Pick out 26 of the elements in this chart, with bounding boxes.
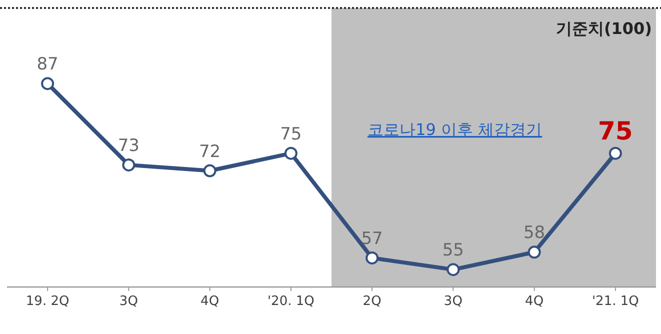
ref-line-label: 기준치(100) (556, 19, 652, 38)
data-label: 75 (280, 124, 302, 144)
x-tick-label: '20. 1Q (267, 294, 314, 309)
point (446, 263, 460, 276)
x-tick-label: 19. 2Q (26, 294, 70, 309)
x-tick-label: 2Q (362, 294, 382, 309)
data-label: 55 (442, 240, 464, 261)
x-tick-label: 4Q (200, 294, 220, 309)
x-tick-label: 3Q (119, 294, 138, 309)
x-tick-label: '21. 1Q (592, 294, 639, 309)
point (203, 164, 216, 178)
point (122, 158, 136, 172)
point (608, 146, 622, 160)
annotation: 75 (598, 116, 633, 146)
point (284, 146, 298, 160)
band-label: 코로나19 이후 체감경기 (368, 120, 542, 139)
data-label: 72 (198, 142, 221, 162)
point (528, 246, 541, 259)
data-label: 87 (36, 54, 58, 75)
x-tick-label: 3Q (444, 294, 462, 309)
data-label: 58 (523, 223, 546, 244)
x-tick-label: 4Q (525, 294, 544, 309)
point (41, 77, 54, 90)
data-label: 57 (361, 228, 383, 249)
point (366, 251, 379, 264)
data-label: 73 (118, 136, 140, 156)
